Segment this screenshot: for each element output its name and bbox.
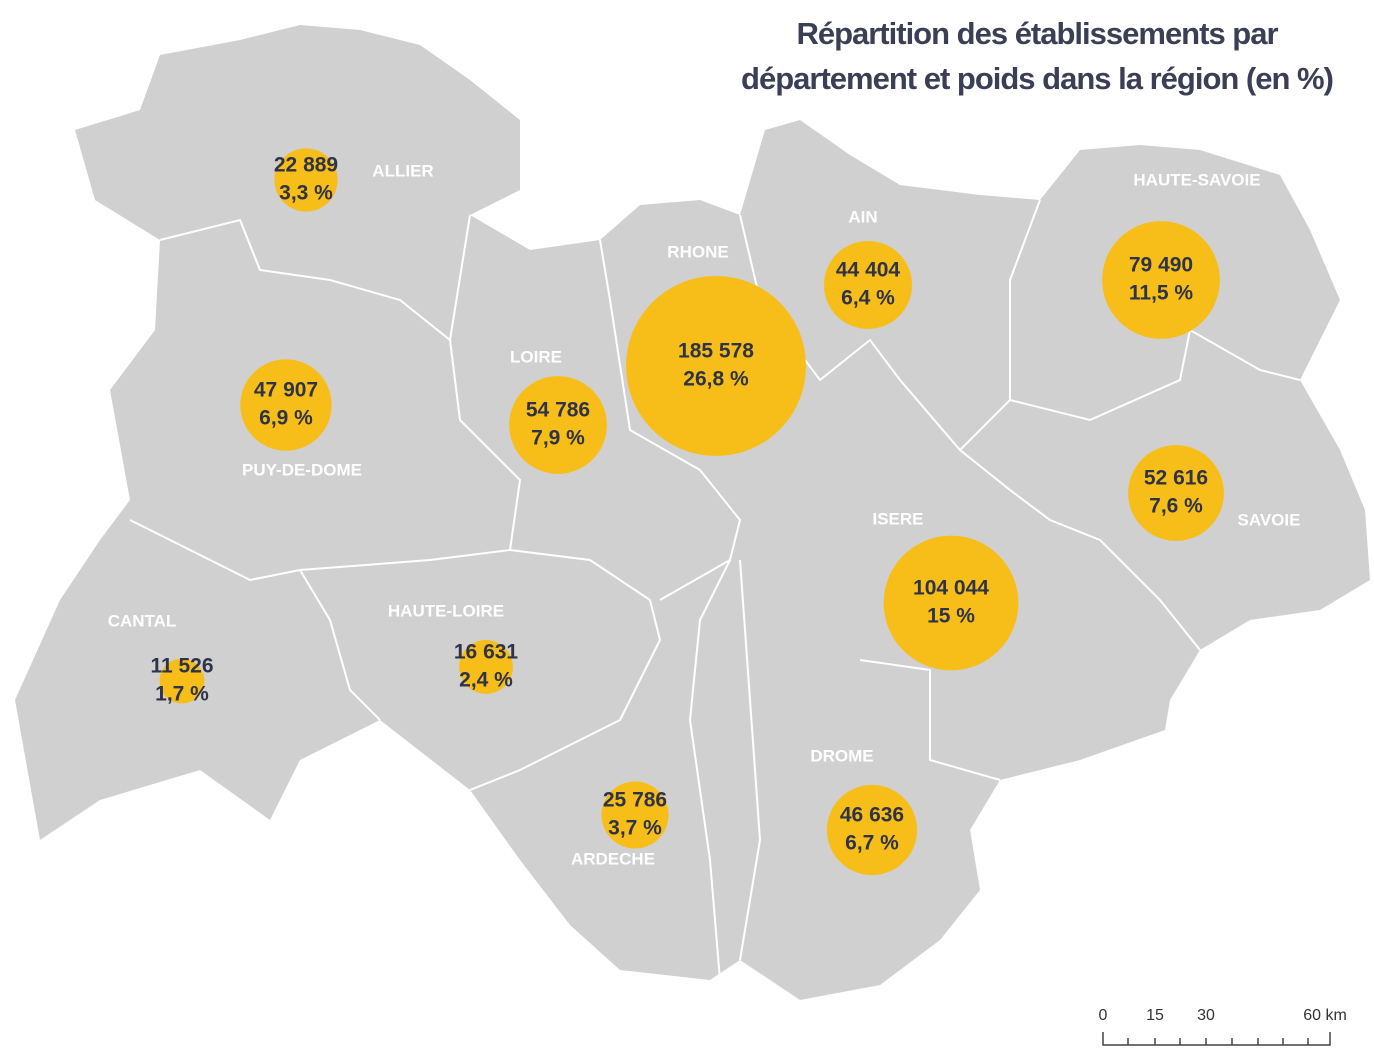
map-title: département et poids dans la région (en … — [741, 61, 1333, 96]
count-label: 104 044 — [913, 577, 989, 600]
share-label: 2,4 % — [459, 669, 513, 692]
bubble — [1102, 221, 1220, 339]
bubble — [601, 781, 669, 849]
map-title: Répartition des établissements par — [796, 16, 1278, 51]
share-label: 6,7 % — [845, 832, 899, 855]
bubble — [159, 658, 205, 704]
share-label: 26,8 % — [683, 368, 749, 391]
share-label: 3,3 % — [279, 182, 333, 205]
share-label: 6,9 % — [259, 407, 313, 430]
scale-label: 60 km — [1303, 1007, 1347, 1024]
department-name: CANTAL — [108, 611, 177, 630]
department-name: AIN — [848, 207, 877, 226]
bubble — [626, 276, 806, 456]
bubble — [823, 240, 913, 330]
department-name: RHONE — [667, 242, 728, 261]
bubble — [240, 359, 332, 451]
share-label: 11,5 % — [1129, 282, 1194, 305]
department-name: ARDECHE — [571, 849, 655, 868]
bubble — [274, 148, 338, 212]
scale-label: 30 — [1197, 1007, 1215, 1024]
count-label: 22 889 — [274, 154, 338, 177]
count-label: 25 786 — [603, 789, 667, 812]
bubble — [883, 535, 1019, 671]
department-name: ALLIER — [372, 161, 433, 180]
bubble — [826, 784, 918, 876]
scale-bar — [1102, 1032, 1331, 1046]
region-shape — [15, 25, 1370, 1000]
count-label: 79 490 — [1129, 254, 1193, 277]
share-label: 7,9 % — [531, 427, 585, 450]
count-label: 52 616 — [1144, 467, 1208, 490]
department-name: ISERE — [872, 509, 923, 528]
count-label: 47 907 — [254, 379, 318, 402]
bubble — [459, 640, 513, 694]
share-label: 15 % — [927, 605, 975, 628]
count-label: 11 526 — [150, 655, 213, 678]
share-label: 3,7 % — [608, 817, 662, 840]
share-label: 7,6 % — [1149, 495, 1203, 518]
bubble — [509, 376, 607, 474]
count-label: 185 578 — [678, 340, 754, 363]
count-label: 44 404 — [836, 259, 901, 282]
department-name: HAUTE-LOIRE — [388, 601, 504, 620]
share-label: 6,4 % — [841, 287, 895, 310]
count-label: 54 786 — [526, 399, 590, 422]
bubble — [1128, 445, 1224, 541]
department-name: LOIRE — [510, 347, 562, 366]
count-label: 46 636 — [840, 804, 904, 827]
scale-label: 15 — [1146, 1007, 1164, 1024]
department-name: DROME — [810, 746, 873, 765]
count-label: 16 631 — [454, 641, 519, 664]
scale-label: 0 — [1099, 1007, 1108, 1024]
department-name: PUY-DE-DOME — [242, 460, 362, 479]
department-name: HAUTE-SAVOIE — [1133, 170, 1260, 189]
share-label: 1,7 % — [155, 683, 209, 706]
department-name: SAVOIE — [1238, 510, 1301, 529]
